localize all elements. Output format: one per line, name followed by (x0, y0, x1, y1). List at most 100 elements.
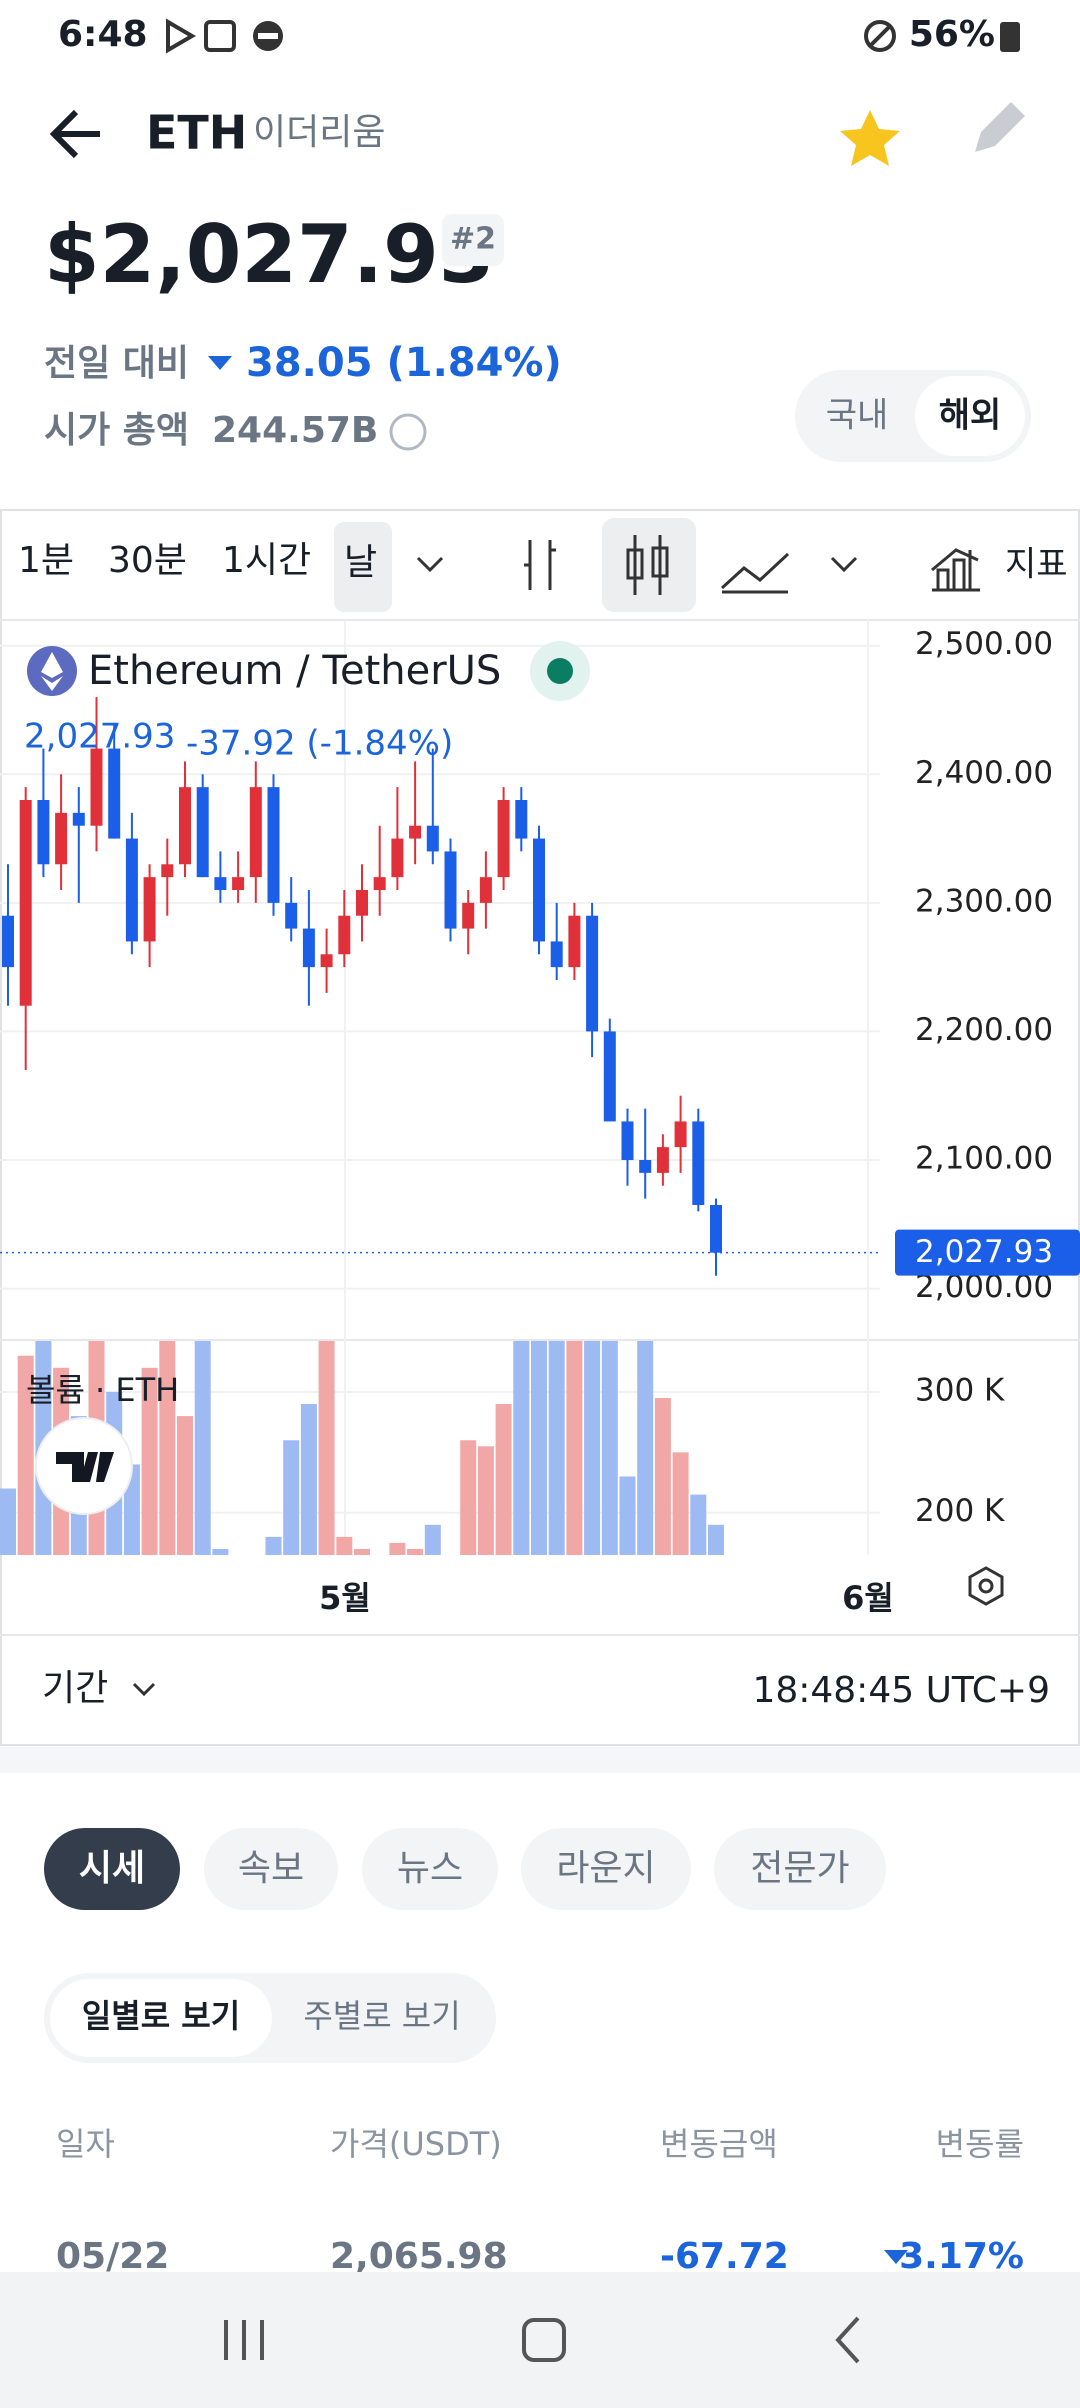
market-cap: 244.57B (212, 410, 378, 451)
nav-back[interactable] (835, 2316, 860, 2364)
y-tick-label: 2,500.00 (915, 626, 1053, 662)
tab-bg[interactable] (521, 1828, 691, 1910)
candle-body (533, 838, 545, 942)
candle-body (409, 825, 422, 839)
last-price-box (895, 1229, 1080, 1276)
down-arrow (884, 2250, 908, 2264)
cell-rate: 3.17% (899, 2236, 1024, 2277)
tab-bg[interactable] (204, 1828, 338, 1910)
status-icons (166, 18, 1020, 54)
candle-body (72, 812, 85, 826)
interval[interactable]: 1분 (18, 540, 74, 581)
candle-body (710, 1205, 722, 1253)
volume-bar (159, 1341, 176, 1555)
symbol: ETH (146, 106, 247, 160)
cell-change: -67.72 (660, 2236, 789, 2277)
volume-bar (407, 1548, 424, 1555)
chart-title: Ethereum / TetherUS (88, 648, 501, 694)
rank-badge (442, 214, 504, 266)
tab[interactable]: 라운지 (556, 1848, 655, 1889)
candle-body (621, 1121, 634, 1160)
change-label: 전일 대비 (44, 343, 189, 384)
view-toggle-active (50, 1979, 272, 2057)
dropdown[interactable] (416, 556, 444, 573)
candle-body (37, 800, 50, 865)
volume-bar (424, 1524, 441, 1555)
candle-body (267, 787, 280, 903)
nav-recents[interactable] (224, 2320, 264, 2360)
market-option[interactable]: 국내 (826, 396, 889, 436)
candle-body (214, 877, 227, 890)
chart-panel (0, 509, 1080, 1746)
volume-bar (495, 1404, 512, 1555)
price-pane (0, 644, 880, 1290)
eth-logo-mark (41, 652, 63, 691)
section-gap (0, 1747, 1080, 1773)
tab-bg[interactable] (362, 1828, 498, 1910)
favorite-star[interactable] (840, 110, 900, 166)
x-tick-label: 6월 (842, 1579, 894, 1617)
interval[interactable]: 날 (344, 542, 377, 583)
view-option[interactable]: 주별로 보기 (303, 1997, 460, 2035)
volume-bar (601, 1341, 618, 1555)
back-button[interactable] (49, 109, 100, 159)
edit-button[interactable] (975, 102, 1025, 152)
y-tick-label: 2,200.00 (915, 1012, 1053, 1048)
candle-body (302, 928, 315, 968)
candle-body (55, 812, 68, 865)
volume-bar (619, 1476, 636, 1555)
nav-bar (0, 2272, 1080, 2408)
candle-body (479, 877, 492, 903)
candle-body (639, 1160, 652, 1173)
interval[interactable]: 1시간 (222, 540, 311, 581)
y-tick-label: 2,100.00 (915, 1141, 1053, 1177)
view-option[interactable]: 일별로 보기 (82, 1997, 240, 2035)
y-tick-label: 2,400.00 (915, 755, 1053, 791)
column-header: 일자 (56, 2125, 115, 2163)
volume-bar (513, 1341, 530, 1555)
last-price-label: 2,027.93 (915, 1234, 1053, 1270)
candle-body (515, 800, 528, 839)
chart-type-icons[interactable] (524, 518, 980, 612)
volume-bar (708, 1524, 724, 1555)
volume-bar (318, 1341, 335, 1555)
info-icon[interactable] (389, 413, 427, 451)
interval-selected (334, 522, 392, 612)
y2-tick-label: 200 K (915, 1493, 1005, 1529)
candle-body (426, 825, 439, 852)
column-header: 변동률 (936, 2125, 1024, 2163)
volume-bar (336, 1536, 353, 1555)
settings-icon[interactable] (968, 1566, 1004, 1606)
tab[interactable]: 전문가 (750, 1848, 849, 1889)
indicator-button[interactable]: 지표 (1005, 545, 1068, 585)
candle-body (656, 1147, 669, 1173)
nav-home[interactable] (522, 2318, 566, 2362)
cell-price: 2,065.98 (330, 2236, 508, 2277)
tab[interactable]: 속보 (238, 1848, 304, 1889)
tab[interactable]: 뉴스 (397, 1848, 463, 1889)
candle-body (692, 1121, 705, 1205)
candle-body (285, 902, 298, 929)
settings-icon-dot (978, 1578, 994, 1594)
volume-bar (584, 1341, 601, 1555)
candle-body (125, 838, 138, 942)
range-button[interactable]: 기간 (42, 1668, 108, 1709)
tab-active[interactable] (44, 1828, 180, 1910)
candle-body (161, 864, 174, 878)
y2-tick-label: 300 K (915, 1372, 1005, 1408)
candle-body (586, 915, 599, 1032)
current-price: $2,027.93 (44, 208, 494, 301)
tab-bg[interactable] (714, 1828, 886, 1910)
volume-bar (531, 1341, 547, 1555)
x-tick-label: 5월 (319, 1579, 371, 1617)
interval[interactable]: 30분 (108, 540, 187, 581)
cap-label: 시가 총액 (44, 410, 189, 451)
tab[interactable]: 시세 (79, 1848, 145, 1889)
dropdown[interactable] (132, 1682, 156, 1697)
clock: 6:48 (58, 14, 148, 55)
market-option[interactable]: 해외 (939, 396, 1002, 436)
candle-body (462, 902, 475, 929)
candle-body (2, 915, 14, 968)
column-header: 변동금액 (660, 2125, 778, 2163)
